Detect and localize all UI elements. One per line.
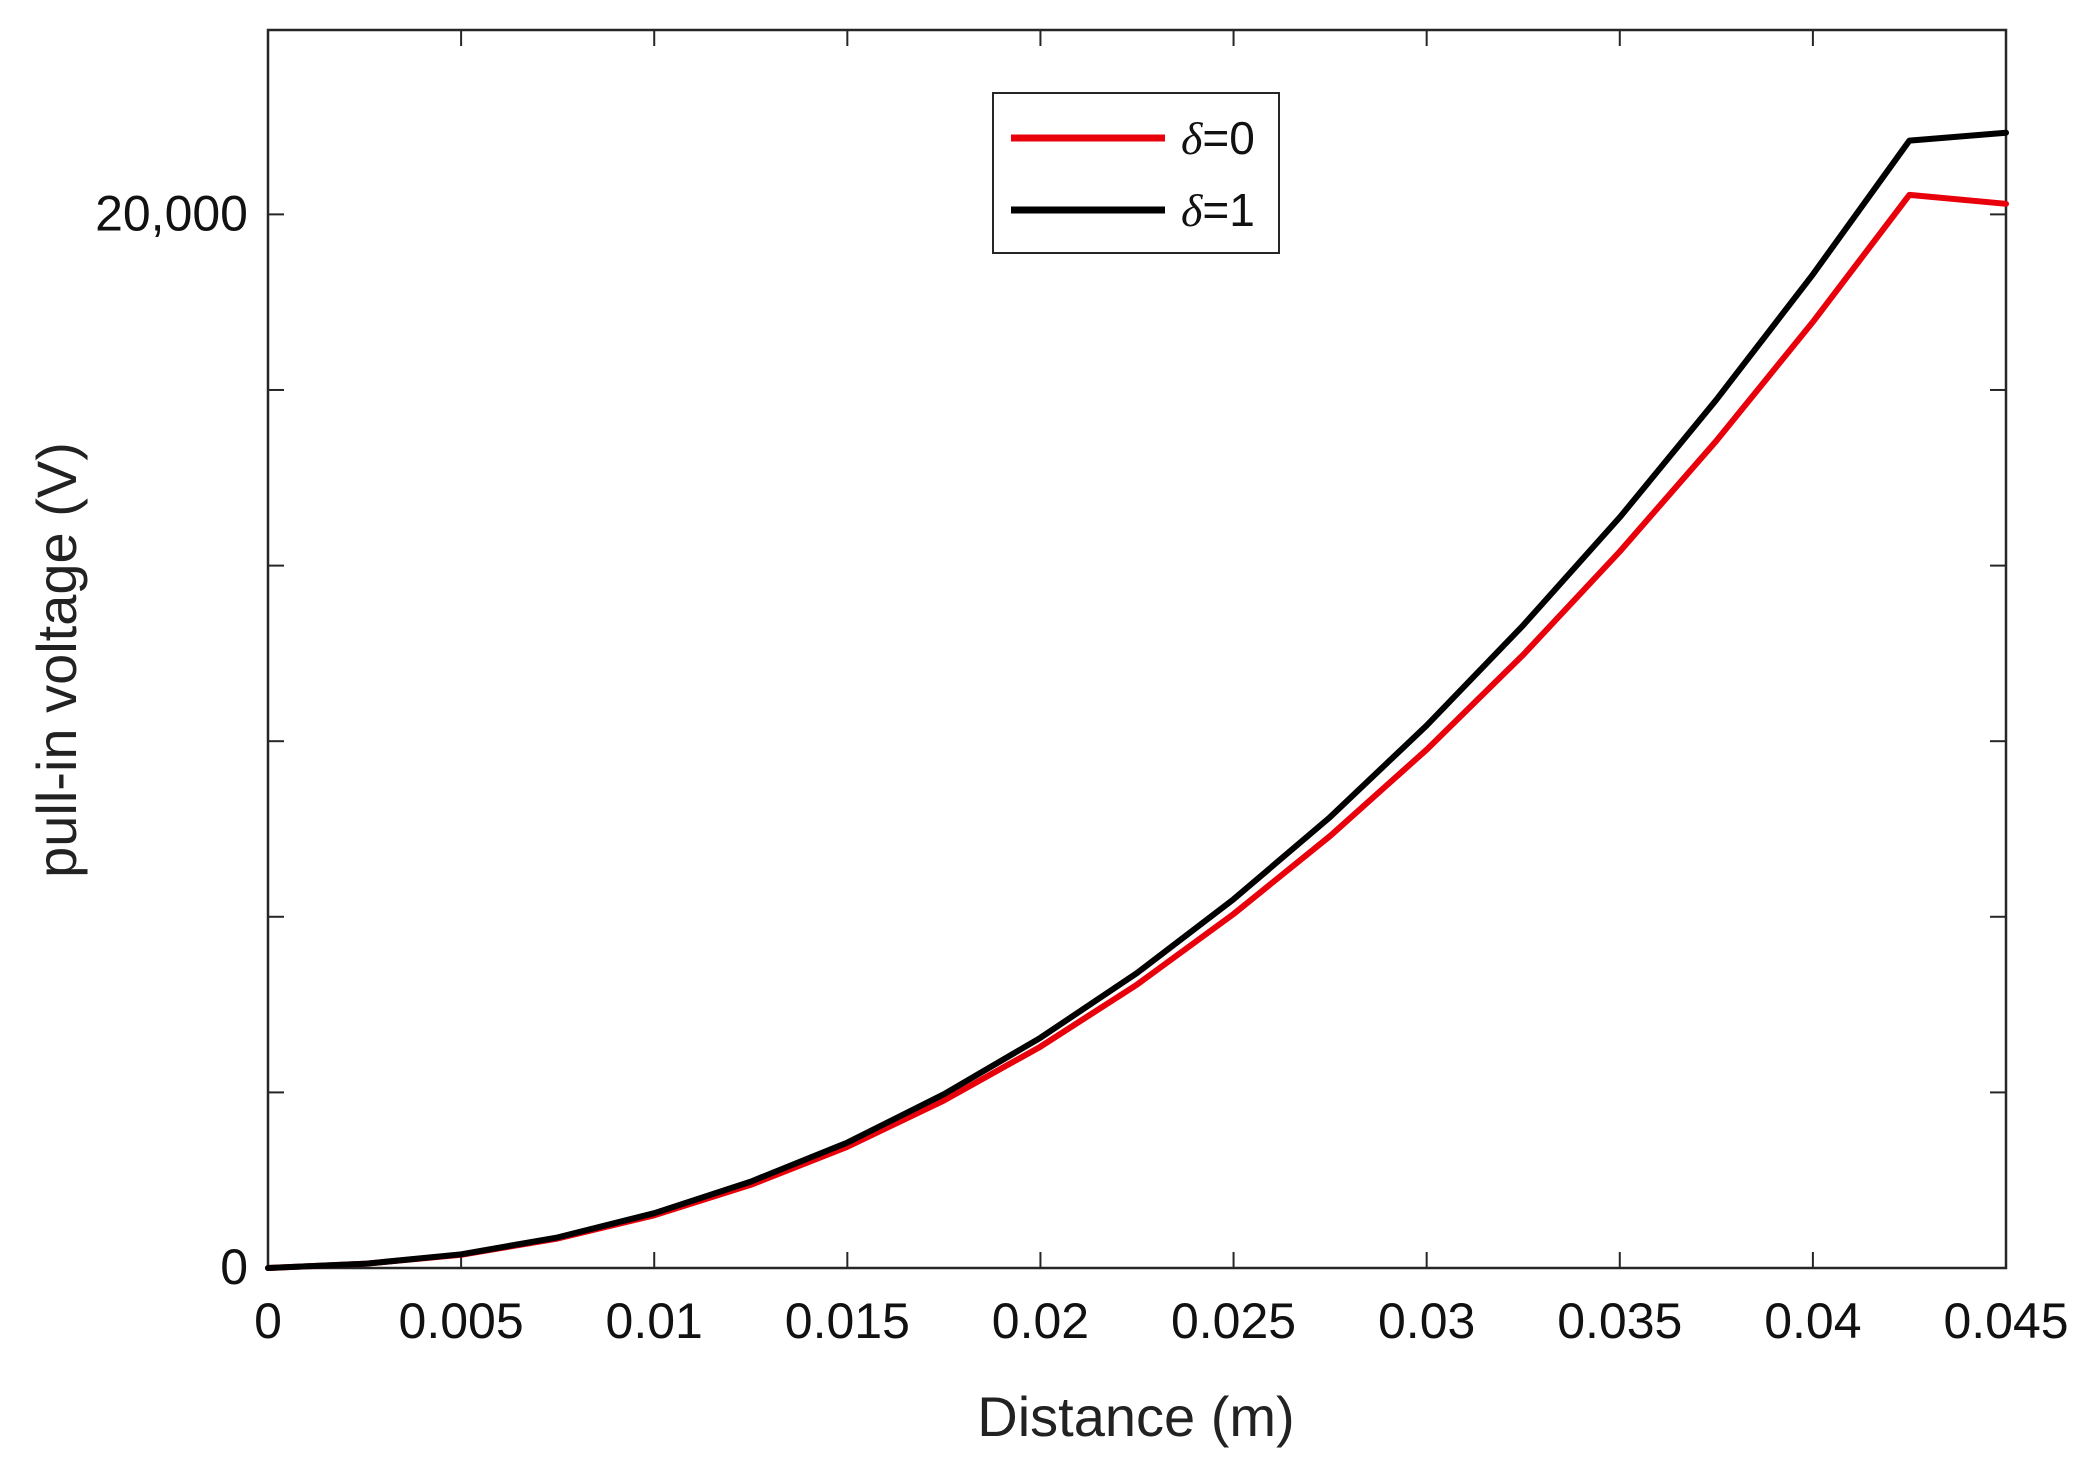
y-tick-label: 20,000 xyxy=(95,185,248,241)
x-tick-label: 0.03 xyxy=(1378,1293,1475,1349)
x-tick-labels: 0 0.005 0.01 0.015 0.02 0.025 0.03 0.035 0.04 0.0… xyxy=(254,1293,2068,1349)
legend-label-1: δ=1 xyxy=(1181,184,1255,236)
y-axis-label: pull-in voltage (V) xyxy=(25,442,88,878)
y-tick-labels: 0 20,000 xyxy=(95,185,248,1295)
legend: δ=0δ=1 xyxy=(992,92,1280,254)
y-tick-label: 0 xyxy=(220,1239,248,1295)
x-tick-label: 0.005 xyxy=(399,1293,524,1349)
x-tick-label: 0.045 xyxy=(1943,1293,2068,1349)
x-tick-label: 0.015 xyxy=(785,1293,910,1349)
plot-frame xyxy=(266,28,2008,1270)
legend-box xyxy=(992,92,1280,254)
x-tick-label: 0.035 xyxy=(1557,1293,1682,1349)
legend-label-0: δ=0 xyxy=(1181,112,1255,164)
axis-ticks xyxy=(267,30,2007,1269)
series-line-0 xyxy=(265,191,2009,1271)
series-lines xyxy=(265,129,2009,1271)
series-line-1 xyxy=(265,129,2009,1271)
x-tick-label: 0.025 xyxy=(1171,1293,1296,1349)
x-axis-label: Distance (m) xyxy=(977,1385,1294,1448)
x-tick-label: 0.01 xyxy=(606,1293,703,1349)
plot-area-border xyxy=(266,28,2008,1270)
x-tick-label: 0 xyxy=(254,1293,282,1349)
x-tick-label: 0.02 xyxy=(992,1293,1089,1349)
x-tick-label: 0.04 xyxy=(1764,1293,1861,1349)
